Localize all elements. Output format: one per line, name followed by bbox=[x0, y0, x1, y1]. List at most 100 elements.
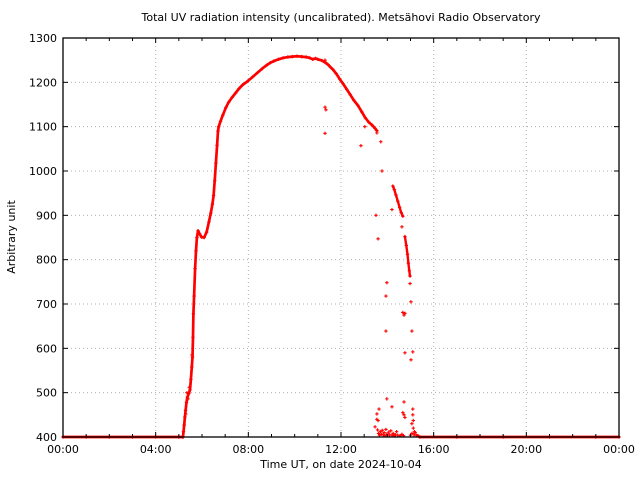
grid-lines bbox=[63, 38, 619, 437]
data-point bbox=[281, 56, 285, 60]
data-point bbox=[304, 55, 308, 59]
y-tick-label: 1100 bbox=[29, 121, 57, 134]
data-point bbox=[382, 430, 386, 435]
data-point bbox=[320, 58, 324, 63]
data-point bbox=[216, 129, 220, 133]
y-tick-label: 600 bbox=[36, 342, 57, 355]
data-point bbox=[195, 235, 199, 240]
data-point bbox=[215, 143, 219, 147]
data-point bbox=[373, 126, 377, 131]
data-point bbox=[185, 390, 189, 395]
data-point bbox=[326, 62, 330, 67]
data-point bbox=[192, 294, 196, 298]
data-point bbox=[190, 365, 194, 369]
y-tick-label: 1000 bbox=[29, 165, 57, 178]
data-point bbox=[299, 54, 304, 59]
data-point bbox=[380, 428, 384, 433]
data-point bbox=[376, 418, 380, 423]
data-point bbox=[313, 56, 318, 61]
x-tick-label: 08:00 bbox=[232, 443, 264, 456]
data-point bbox=[375, 131, 379, 135]
data-point bbox=[191, 312, 196, 316]
data-point bbox=[311, 57, 315, 61]
data-point bbox=[210, 202, 215, 206]
data-point bbox=[401, 310, 405, 315]
data-point bbox=[246, 79, 250, 83]
data-point bbox=[407, 269, 412, 273]
data-point bbox=[402, 313, 406, 317]
data-point bbox=[204, 230, 209, 234]
axis-ticks bbox=[62, 37, 620, 438]
data-point bbox=[196, 229, 200, 233]
data-point bbox=[384, 294, 388, 298]
data-point bbox=[370, 123, 374, 128]
data-point bbox=[402, 413, 406, 417]
data-point bbox=[323, 58, 327, 62]
data-point bbox=[410, 431, 414, 436]
data-point bbox=[183, 408, 188, 413]
data-point bbox=[334, 72, 339, 76]
data-point bbox=[396, 199, 400, 203]
data-point bbox=[411, 426, 415, 430]
data-point bbox=[184, 412, 188, 416]
data-point bbox=[408, 281, 412, 286]
data-point bbox=[202, 235, 206, 240]
dense-series-main-sun-curve bbox=[181, 54, 379, 439]
data-point bbox=[251, 74, 255, 79]
y-tick-label: 700 bbox=[36, 298, 57, 311]
data-point bbox=[390, 405, 394, 409]
y-axis-label: Arbitrary unit bbox=[5, 200, 18, 274]
data-point bbox=[379, 140, 383, 144]
data-point bbox=[409, 300, 413, 304]
data-point bbox=[385, 281, 389, 285]
data-point bbox=[391, 184, 395, 188]
data-point bbox=[276, 57, 281, 61]
data-point bbox=[401, 410, 405, 415]
data-point bbox=[380, 169, 384, 173]
data-point bbox=[240, 83, 245, 87]
data-point bbox=[190, 353, 194, 357]
tick-labels: 00:00 04:00 08:00 12:00 16:00 20:00 00:0040050… bbox=[29, 32, 635, 456]
data-point bbox=[183, 415, 187, 419]
data-point bbox=[356, 103, 360, 108]
data-point bbox=[363, 124, 367, 129]
data-point bbox=[376, 431, 381, 436]
y-tick-label: 1200 bbox=[29, 76, 57, 89]
data-point bbox=[295, 54, 299, 58]
y-tick-label: 800 bbox=[36, 254, 57, 267]
data-point bbox=[409, 358, 413, 362]
data-point bbox=[230, 95, 234, 100]
x-axis-label: Time UT, on date 2024-10-04 bbox=[259, 458, 422, 471]
data-point bbox=[216, 124, 221, 129]
data-point bbox=[316, 57, 320, 61]
data-point bbox=[411, 350, 415, 354]
data-point bbox=[389, 429, 393, 433]
data-point bbox=[188, 388, 192, 392]
data-point bbox=[352, 98, 356, 102]
data-point bbox=[290, 54, 295, 59]
data-point bbox=[348, 93, 352, 97]
data-point bbox=[408, 274, 412, 278]
data-point bbox=[390, 207, 394, 212]
data-point bbox=[187, 385, 191, 390]
data-point bbox=[373, 425, 377, 429]
data-point bbox=[338, 77, 342, 81]
data-point bbox=[359, 144, 363, 148]
data-point bbox=[377, 407, 381, 411]
data-point bbox=[411, 418, 415, 423]
x-tick-label: 00:00 bbox=[603, 443, 635, 456]
data-point bbox=[394, 429, 399, 434]
data-point bbox=[403, 415, 407, 420]
x-tick-label: 00:00 bbox=[47, 443, 79, 456]
data-point bbox=[272, 59, 276, 63]
data-point bbox=[286, 55, 290, 59]
data-point bbox=[237, 86, 241, 91]
data-point bbox=[209, 211, 213, 215]
data-point bbox=[403, 351, 407, 355]
data-point bbox=[384, 329, 388, 333]
data-point bbox=[193, 266, 197, 271]
x-tick-label: 04:00 bbox=[140, 443, 172, 456]
data-point bbox=[376, 237, 380, 241]
